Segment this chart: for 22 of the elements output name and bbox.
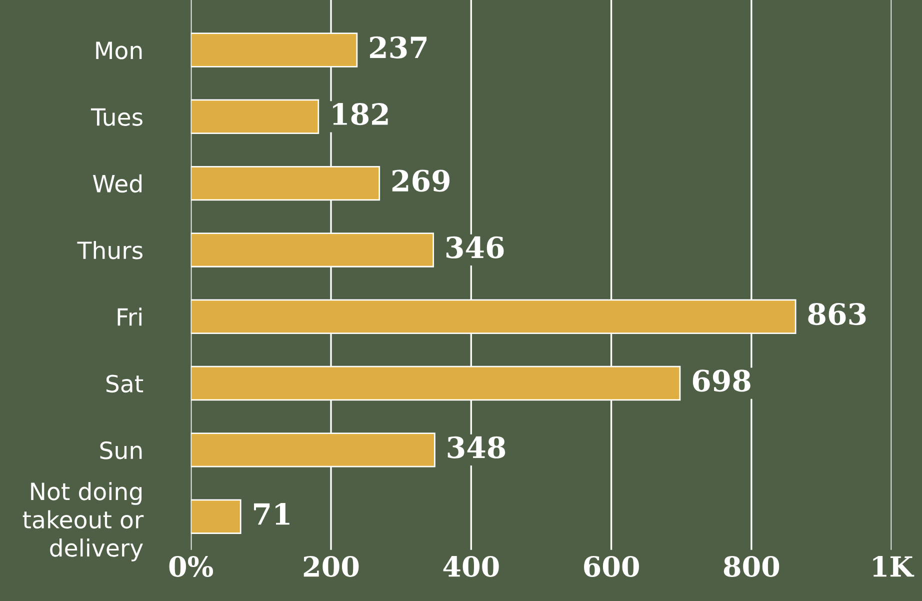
x-tick-label: 600 xyxy=(584,556,639,577)
x-tick-label: 200 xyxy=(304,556,359,577)
y-tick-label: Fri xyxy=(118,308,142,326)
x-tick-label: 800 xyxy=(724,556,780,577)
data-label: 269 xyxy=(392,170,450,192)
data-label: 346 xyxy=(446,236,504,258)
y-tick-label: Sun xyxy=(100,441,142,460)
data-label: 237 xyxy=(370,36,426,58)
y-tick-label: Sat xyxy=(106,374,144,393)
y-tick-label: Mon xyxy=(96,42,142,60)
y-tick-label: Not doing takeout or delivery xyxy=(22,482,144,562)
data-label: 698 xyxy=(692,370,750,392)
data-label: 71 xyxy=(254,502,290,525)
data-label: 348 xyxy=(448,436,506,458)
x-tick-label: 0% xyxy=(169,556,214,577)
y-tick-label: Thurs xyxy=(77,240,142,260)
x-tick-label: 1K xyxy=(873,556,914,577)
y-tick-label: Wed xyxy=(92,174,142,193)
x-tick-label: 400 xyxy=(443,556,499,577)
y-tick-label: Tues xyxy=(90,108,142,126)
data-label: 182 xyxy=(333,103,388,126)
data-label: 863 xyxy=(808,303,866,326)
